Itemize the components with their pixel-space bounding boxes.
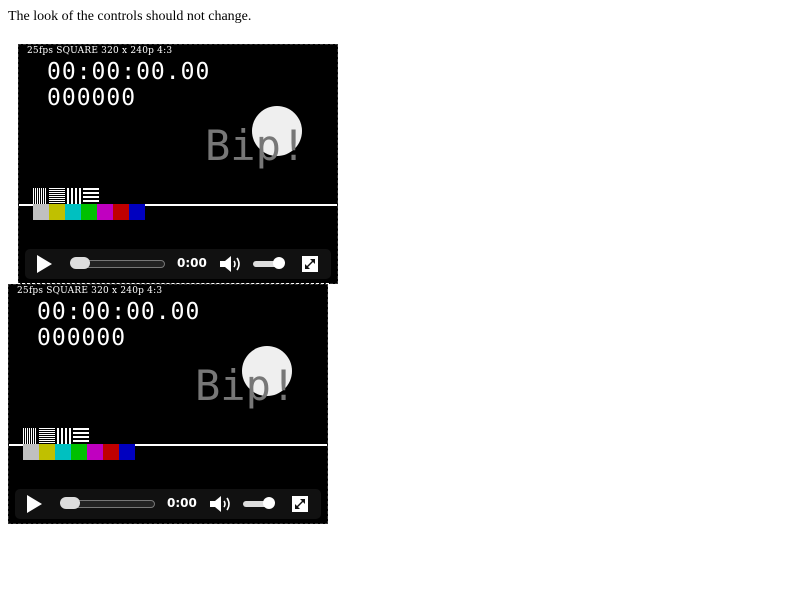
color-bar — [81, 204, 97, 220]
volume-track[interactable] — [243, 501, 273, 507]
color-bar — [49, 204, 65, 220]
circle-graphic — [242, 346, 292, 396]
page-note: The look of the controls should not chan… — [8, 9, 252, 24]
frame-counter: 000000 — [37, 325, 127, 351]
horizontal-line — [9, 444, 327, 446]
seek-thumb[interactable] — [70, 257, 90, 269]
play-icon[interactable] — [27, 495, 42, 513]
video-caption: 25fps SQUARE 320 x 240p 4:3 — [17, 286, 163, 296]
timecode-display: 00:00:00.00 — [37, 299, 201, 325]
color-bar — [113, 204, 129, 220]
volume-track[interactable] — [253, 261, 283, 267]
fullscreen-icon[interactable] — [301, 255, 319, 273]
bip-watermark: Bip! — [195, 361, 297, 410]
color-bar — [55, 444, 71, 460]
color-bar — [97, 204, 113, 220]
media-controls: 0:00 — [15, 489, 321, 519]
frame-counter: 000000 — [47, 85, 137, 111]
color-bars — [33, 204, 145, 220]
color-bar — [65, 204, 81, 220]
color-bar — [103, 444, 119, 460]
color-bar — [119, 444, 135, 460]
horizontal-line — [19, 204, 337, 206]
video-caption: 25fps SQUARE 320 x 240p 4:3 — [27, 46, 173, 56]
test-stripes — [33, 188, 99, 204]
volume-thumb[interactable] — [263, 497, 275, 509]
test-stripes — [23, 428, 89, 444]
time-display: 0:00 — [177, 256, 207, 270]
time-display: 0:00 — [167, 496, 197, 510]
circle-graphic — [252, 106, 302, 156]
speaker-icon[interactable] — [209, 495, 233, 513]
video-player-2[interactable]: 25fps SQUARE 320 x 240p 4:3 00:00:00.00 … — [7, 283, 329, 525]
play-icon[interactable] — [37, 255, 52, 273]
video-player-1[interactable]: 25fps SQUARE 320 x 240p 4:3 00:00:00.00 … — [17, 43, 339, 285]
volume-thumb[interactable] — [273, 257, 285, 269]
color-bars — [23, 444, 135, 460]
color-bar — [33, 204, 49, 220]
stripes-pattern-icon — [23, 428, 89, 444]
color-bar — [87, 444, 103, 460]
color-bar — [71, 444, 87, 460]
bip-watermark: Bip! — [205, 121, 307, 170]
seek-thumb[interactable] — [60, 497, 80, 509]
timecode-display: 00:00:00.00 — [47, 59, 211, 85]
stripes-pattern-icon — [33, 188, 99, 204]
color-bar — [129, 204, 145, 220]
fullscreen-icon[interactable] — [291, 495, 309, 513]
media-controls: 0:00 — [25, 249, 331, 279]
color-bar — [39, 444, 55, 460]
speaker-icon[interactable] — [219, 255, 243, 273]
color-bar — [23, 444, 39, 460]
